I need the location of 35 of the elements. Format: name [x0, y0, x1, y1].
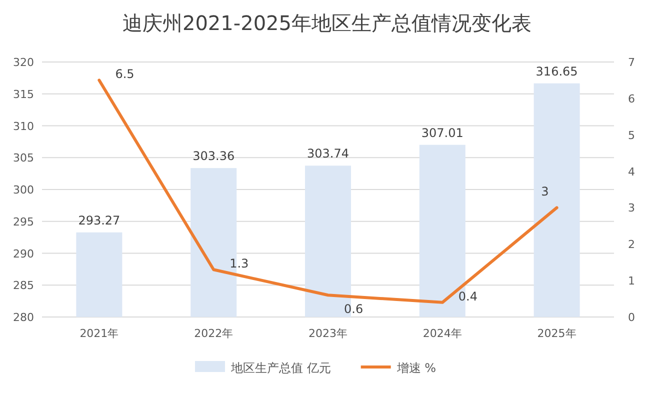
y2-tick-label: 2	[628, 238, 635, 252]
data-label: 3	[541, 184, 549, 199]
y-tick-label: 315	[13, 88, 34, 101]
legend-label: 增速 %	[396, 361, 436, 375]
y-tick-label: 310	[13, 120, 34, 133]
data-label: 6.5	[115, 67, 134, 82]
legend-label: 地区生产总值 亿元	[230, 361, 331, 375]
data-label: 0.4	[458, 289, 478, 304]
y2-tick-label: 5	[628, 128, 635, 142]
data-label: 316.65	[536, 64, 578, 78]
y-tick-label: 300	[13, 184, 34, 196]
y-tick-label: 290	[13, 247, 34, 260]
data-label: 0.6	[344, 302, 364, 316]
x-tick-label: 2022年	[194, 327, 234, 340]
data-label: 303.74	[307, 146, 349, 161]
y2-tick-label: 6	[628, 92, 635, 106]
y-tick-label: 320	[13, 56, 34, 69]
data-label: 1.3	[230, 256, 249, 271]
y-tick-label: 280	[13, 311, 34, 324]
y2-tick-label: 7	[628, 56, 635, 69]
x-tick-label: 2025年	[537, 327, 576, 340]
y-tick-label: 295	[13, 215, 34, 228]
y2-tick-label: 4	[628, 165, 635, 178]
y2-tick-label: 3	[628, 202, 635, 215]
data-label: 307.01	[421, 126, 464, 140]
data-label: 293.27	[78, 213, 120, 228]
x-tick-label: 2023年	[308, 327, 348, 340]
x-tick-label: 2024年	[422, 327, 462, 340]
x-tick-label: 2021年	[80, 327, 119, 340]
data-label: 303.36	[192, 149, 235, 164]
y-tick-label: 285	[13, 279, 34, 292]
y2-tick-label: 0	[628, 311, 635, 324]
y2-tick-label: 1	[628, 274, 635, 288]
chart-title: 迪庆州2021-2025年地区生产总值情况变化表	[122, 11, 532, 35]
y-tick-label: 305	[13, 152, 34, 165]
